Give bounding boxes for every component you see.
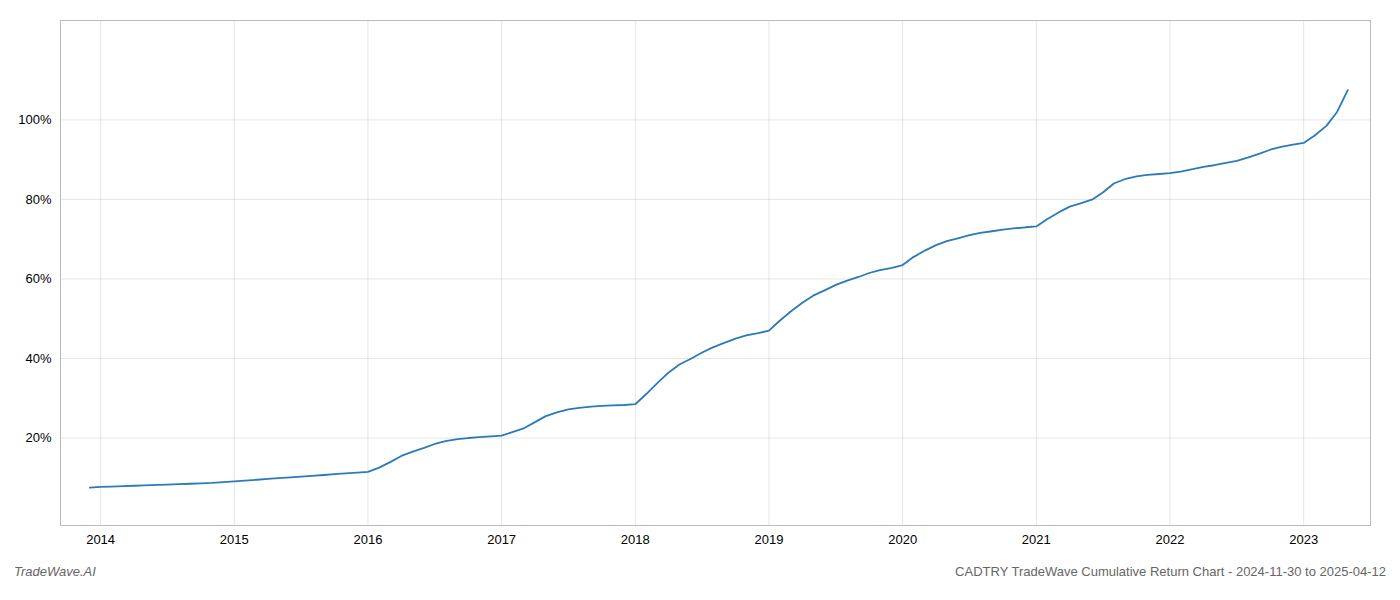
svg-text:2020: 2020 bbox=[888, 532, 917, 547]
svg-text:80%: 80% bbox=[25, 192, 51, 207]
html-text:TradeWave.AI: TradeWave.AI bbox=[14, 564, 96, 579]
svg-text:20%: 20% bbox=[25, 430, 51, 445]
svg-text:2015: 2015 bbox=[220, 532, 249, 547]
svg-text:2016: 2016 bbox=[353, 532, 382, 547]
svg-text:40%: 40% bbox=[25, 351, 51, 366]
svg-text:100%: 100% bbox=[18, 112, 52, 127]
svg-text:2018: 2018 bbox=[621, 532, 650, 547]
svg-text:60%: 60% bbox=[25, 271, 51, 286]
svg-text:2017: 2017 bbox=[487, 532, 516, 547]
svg-text:2014: 2014 bbox=[86, 532, 115, 547]
svg-text:2021: 2021 bbox=[1022, 532, 1051, 547]
svg-text:2023: 2023 bbox=[1289, 532, 1318, 547]
svg-text:2019: 2019 bbox=[755, 532, 784, 547]
svg-text:2022: 2022 bbox=[1156, 532, 1185, 547]
html-text:CADTRY TradeWave Cumulative Re: CADTRY TradeWave Cumulative Return Chart… bbox=[955, 564, 1386, 579]
